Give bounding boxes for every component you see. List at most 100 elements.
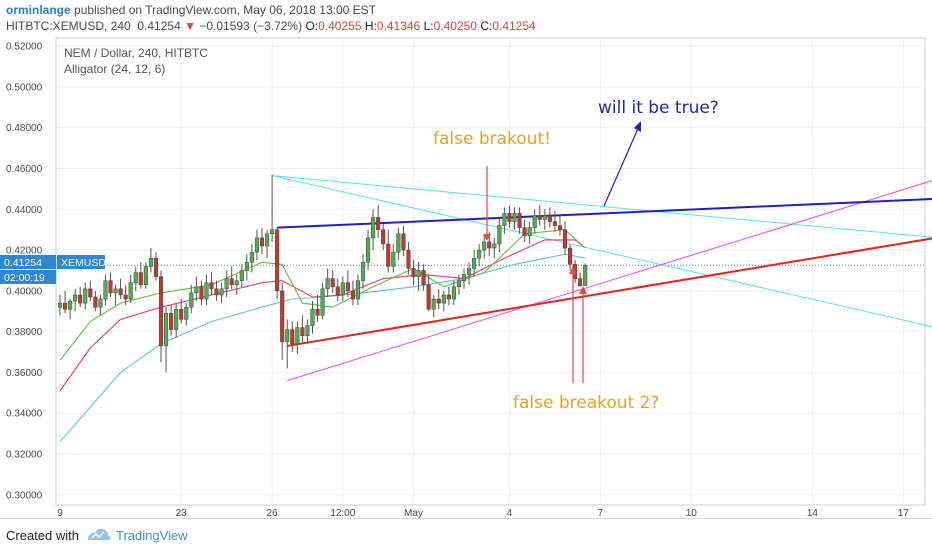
candle-body [562, 229, 568, 249]
candle [472, 250, 477, 277]
candle-body [381, 229, 386, 245]
annotation-false-brakout[interactable]: false brakout! [433, 129, 551, 149]
candle [158, 270, 164, 363]
y-tick-label: 0.46000 [6, 164, 43, 175]
candle [482, 233, 487, 259]
close-value: 0.41254 [492, 19, 536, 33]
y-tick-label: 0.48000 [6, 123, 43, 134]
candle [164, 307, 169, 373]
candle [103, 274, 108, 306]
symbol-badge-bg [57, 255, 105, 269]
publish-line: orminlange published on TradingView.com,… [6, 3, 376, 17]
y-tick-label: 0.32000 [6, 450, 43, 461]
time-axis[interactable]: 9 23 26 12:00 May 4 7 10 14 17 [57, 508, 909, 518]
indicator-title: Alligator (24, 12, 6) [64, 62, 165, 76]
annotation-false-breakout-2[interactable]: false breakout 2? [513, 393, 659, 413]
candle-body [98, 298, 103, 308]
candle-body [371, 217, 376, 239]
candle-body [169, 313, 174, 330]
x-tick-label: 23 [176, 508, 188, 518]
candle-body [290, 329, 295, 345]
candle-body [280, 290, 285, 343]
candle-body [537, 215, 542, 220]
candle [123, 284, 128, 306]
annotations[interactable]: false brakout! will it be true? false br… [433, 98, 719, 413]
footer: Created with TradingView [0, 518, 932, 551]
candle-body [300, 327, 305, 336]
y-tick-label: 0.44000 [6, 205, 43, 216]
candle-body [128, 282, 133, 300]
price-change: −0.01593 (−3.72%) [199, 19, 303, 33]
candle-body [118, 288, 123, 296]
candle-body [396, 233, 401, 253]
candle [522, 219, 527, 242]
support-line[interactable] [287, 215, 932, 347]
candle-body [578, 278, 583, 287]
candle [133, 266, 138, 291]
candle [557, 215, 563, 236]
chart-header: orminlange published on TradingView.com,… [0, 0, 932, 36]
candle [234, 274, 239, 295]
candle [371, 209, 376, 251]
candle-body [517, 213, 522, 228]
last-price: 0.41254 [137, 19, 181, 33]
candle-body [209, 282, 214, 290]
price-axis[interactable]: 0.52000 0.50000 0.48000 0.46000 0.44000 0.420… [6, 38, 57, 505]
tradingview-brand[interactable]: TradingView [116, 528, 188, 543]
candle-body [411, 268, 416, 277]
candle [295, 321, 300, 355]
x-tick-label: 12:00 [330, 508, 355, 518]
candle-body [502, 213, 507, 226]
candle-body [57, 302, 63, 308]
candle-body [376, 217, 381, 230]
resistance-line[interactable] [277, 193, 932, 229]
price-badge-value: 0.41254 [4, 257, 42, 269]
annotation-will-it-be-true[interactable]: will it be true? [598, 98, 719, 118]
candle [270, 174, 275, 242]
candle-body [568, 247, 573, 265]
candle-body [472, 257, 477, 269]
chart-grid [55, 37, 926, 506]
tradingview-logo-icon[interactable] [86, 525, 112, 543]
candle [78, 286, 83, 308]
x-tick-label: 17 [898, 508, 910, 518]
candle-body [391, 251, 396, 267]
channel-line[interactable] [287, 138, 932, 382]
candle [128, 274, 133, 304]
candle [57, 294, 63, 316]
candle-body [148, 257, 153, 267]
candle [477, 243, 482, 267]
candle-body [426, 284, 431, 310]
trend-lines[interactable] [271, 138, 932, 382]
candle-body [557, 225, 563, 230]
candle-body [552, 221, 557, 226]
candle-body [93, 296, 98, 308]
candle [492, 237, 497, 259]
candle [583, 263, 588, 286]
candle [138, 262, 143, 289]
wedge-lower-line[interactable] [271, 175, 932, 359]
candle [153, 252, 158, 281]
candle [310, 301, 315, 334]
candle [179, 299, 184, 324]
candle [335, 278, 340, 302]
candle-body [204, 282, 209, 300]
y-tick-label: 0.36000 [6, 368, 43, 379]
candle [290, 321, 295, 353]
candle-body [295, 327, 300, 345]
y-tick-label: 0.40000 [6, 286, 43, 297]
candle [330, 270, 335, 293]
candle [578, 272, 583, 287]
candle [285, 319, 290, 369]
author-link[interactable]: orminlange [6, 3, 71, 17]
candle [63, 290, 68, 314]
price-badge-bg [0, 255, 56, 269]
wedge-upper-line[interactable] [272, 175, 932, 250]
candle-body [83, 288, 88, 304]
candle-body [416, 270, 421, 277]
candle-body [487, 241, 492, 249]
price-chart[interactable]: false brakout! will it be true? false br… [0, 0, 932, 518]
y-tick-label: 0.52000 [6, 42, 43, 53]
candle-body [401, 233, 406, 251]
candle-body [164, 313, 169, 347]
